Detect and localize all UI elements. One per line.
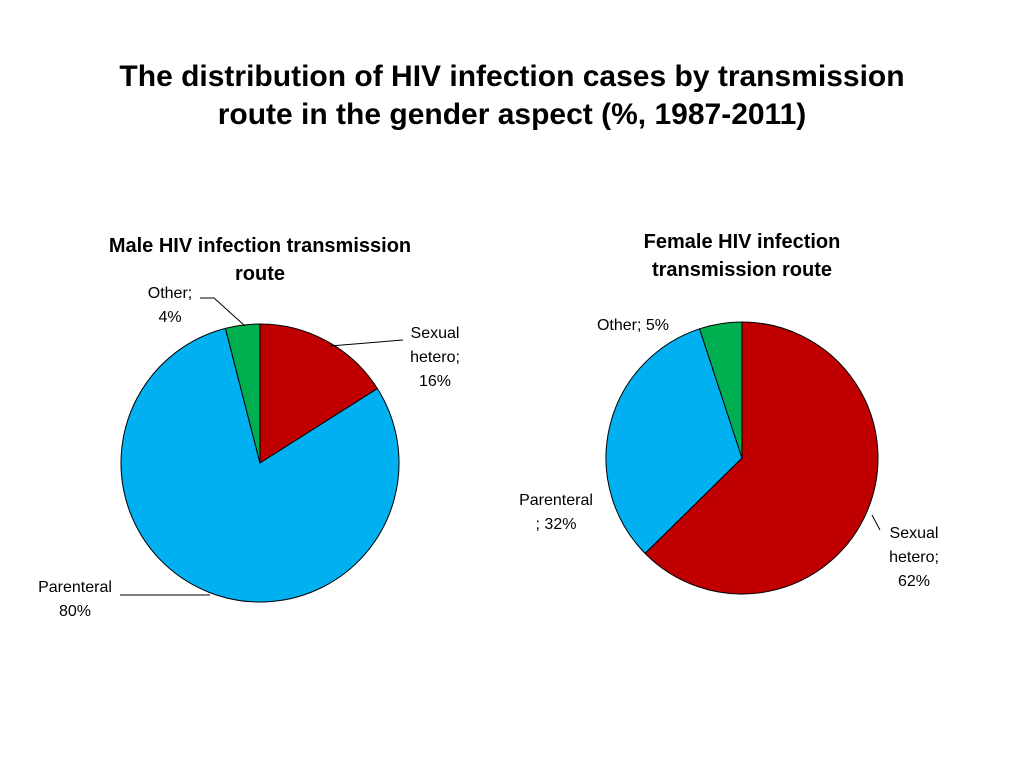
male-data-label-sexual-hetero: Sexual hetero; 16% — [410, 325, 460, 390]
male-data-label-line: Other; — [148, 285, 192, 302]
female-data-label-line: ; 32% — [536, 516, 577, 533]
male-data-label-line: 4% — [158, 309, 181, 326]
male-chart-title: Male HIV infection transmission route — [109, 235, 411, 285]
male-data-label-parenteral: Parenteral 80% — [38, 579, 112, 620]
female-chart-title-line: Female HIV infection — [644, 231, 841, 253]
male-data-label-line: Parenteral — [38, 579, 112, 596]
female-data-label-line: Parenteral — [519, 492, 593, 509]
male-slice-sexual-hetero — [259, 323, 379, 464]
male-slice-other — [224, 323, 261, 464]
female-data-label-line: Sexual — [890, 525, 939, 542]
male-leader-line-sexual-hetero — [329, 339, 404, 347]
female-slice-sexual-hetero — [644, 321, 879, 595]
female-pie-chart: Female HIV infection transmission route Se… — [519, 231, 939, 595]
female-data-label-sexual-hetero: Sexual hetero; 62% — [889, 525, 939, 590]
male-data-label-line: hetero; — [410, 349, 460, 366]
female-data-label-line: hetero; — [889, 549, 939, 566]
female-data-label-parenteral: Parenteral ; 32% — [519, 492, 593, 533]
male-chart-title-line: Male HIV infection transmission — [109, 235, 411, 257]
male-data-label-other: Other; 4% — [148, 285, 192, 326]
slide-title: The distribution of HIV infection cases … — [40, 58, 984, 134]
female-chart-title-line: transmission route — [652, 259, 832, 281]
slide-title-line-2: route in the gender aspect (%, 1987-2011… — [217, 98, 807, 131]
male-pie-chart: Male HIV infection transmission route Sexu… — [38, 235, 460, 620]
female-leader-line-sexual-hetero — [871, 514, 881, 531]
male-slice-parenteral — [120, 327, 400, 603]
male-leader-line-other — [200, 297, 246, 327]
female-data-label-line: Other; 5% — [597, 317, 669, 334]
male-data-label-line: Sexual — [411, 325, 460, 342]
male-data-label-line: 80% — [59, 603, 91, 620]
female-chart-title: Female HIV infection transmission route — [644, 231, 841, 281]
female-slice-parenteral — [605, 328, 743, 555]
female-data-label-line: 62% — [898, 573, 930, 590]
female-slice-other — [698, 321, 743, 459]
male-data-label-line: 16% — [419, 373, 451, 390]
slide-title-line-1: The distribution of HIV infection cases … — [119, 60, 905, 93]
female-data-label-other: Other; 5% — [597, 317, 669, 334]
male-chart-title-line: route — [235, 263, 285, 285]
